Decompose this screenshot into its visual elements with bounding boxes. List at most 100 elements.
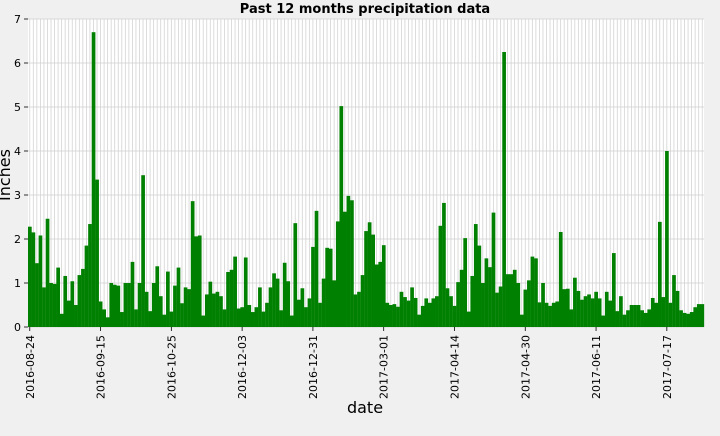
bar — [279, 310, 283, 327]
bar — [31, 232, 36, 327]
bar — [435, 296, 439, 327]
bar — [38, 235, 43, 327]
bar — [392, 304, 397, 327]
bar — [502, 52, 506, 327]
bar — [162, 314, 167, 327]
bar — [657, 221, 662, 327]
bar — [59, 313, 64, 327]
bar — [643, 312, 648, 327]
bar — [289, 315, 294, 327]
bar — [650, 297, 655, 327]
bar — [534, 258, 538, 327]
bar — [622, 314, 627, 327]
x-tick-label: 2017-04-14 — [448, 335, 461, 399]
bar — [346, 195, 351, 327]
bar — [98, 301, 103, 327]
bar — [403, 297, 407, 327]
bar — [357, 291, 361, 327]
y-tick-label: 3 — [14, 189, 21, 202]
bar — [275, 278, 280, 327]
bar — [300, 288, 305, 327]
bar — [665, 151, 669, 327]
bar — [268, 287, 273, 327]
bar — [314, 210, 319, 327]
bar — [484, 258, 489, 327]
bar — [410, 287, 414, 327]
bar — [63, 275, 68, 327]
bar — [505, 274, 510, 327]
bar — [498, 286, 503, 327]
bar — [158, 296, 163, 327]
bar — [512, 269, 517, 327]
bar — [573, 277, 577, 327]
bar — [491, 212, 496, 327]
bars — [28, 32, 705, 328]
bar — [672, 275, 676, 327]
bar — [350, 200, 354, 327]
bar — [102, 309, 107, 327]
bar — [558, 231, 563, 327]
bar — [693, 307, 698, 327]
bar — [611, 253, 616, 327]
bar — [442, 202, 446, 327]
bar — [229, 269, 234, 327]
bar — [633, 305, 637, 327]
bar — [247, 305, 252, 327]
bar — [367, 222, 372, 327]
bar — [488, 267, 492, 327]
bar — [127, 283, 131, 327]
bar — [296, 299, 301, 327]
bar — [682, 312, 687, 327]
bar — [381, 245, 386, 327]
bar — [385, 302, 390, 327]
bar — [587, 294, 591, 327]
bar — [562, 289, 567, 327]
bar — [261, 311, 266, 327]
bar — [105, 317, 110, 327]
bar — [293, 223, 298, 327]
bar — [406, 300, 411, 327]
bar — [389, 305, 393, 327]
bar — [378, 261, 383, 327]
bar — [116, 285, 121, 327]
x-tick-label: 2016-10-25 — [165, 335, 178, 399]
bar — [120, 312, 124, 327]
bar — [537, 302, 542, 327]
bar — [325, 247, 329, 327]
bar — [615, 311, 620, 327]
bar — [527, 280, 531, 327]
bar — [565, 288, 570, 327]
bar — [123, 283, 128, 327]
x-axis-label: date — [347, 398, 383, 417]
y-tick-label: 4 — [14, 145, 21, 158]
bar — [307, 298, 312, 327]
bar — [463, 238, 468, 327]
bar — [619, 296, 623, 327]
bar — [696, 304, 701, 327]
bar — [88, 224, 92, 327]
x-tick-label: 2016-09-15 — [95, 335, 108, 399]
y-tick-label: 2 — [14, 233, 21, 246]
bar — [155, 266, 160, 327]
bar — [583, 296, 588, 327]
bar — [555, 301, 560, 327]
bar — [52, 283, 57, 327]
y-tick-label: 5 — [14, 101, 21, 114]
bar — [70, 281, 75, 327]
bar — [654, 302, 659, 327]
bar — [417, 314, 422, 327]
bar — [180, 303, 184, 327]
bar — [321, 278, 326, 327]
bar — [112, 284, 117, 327]
bar — [431, 298, 436, 327]
bar — [675, 290, 680, 327]
x-tick-label: 2016-12-31 — [307, 335, 320, 399]
y-tick-label: 1 — [14, 277, 21, 290]
bar — [109, 283, 114, 327]
bar — [481, 283, 485, 327]
bar — [689, 312, 694, 327]
bar — [318, 302, 322, 327]
bar — [212, 293, 216, 327]
